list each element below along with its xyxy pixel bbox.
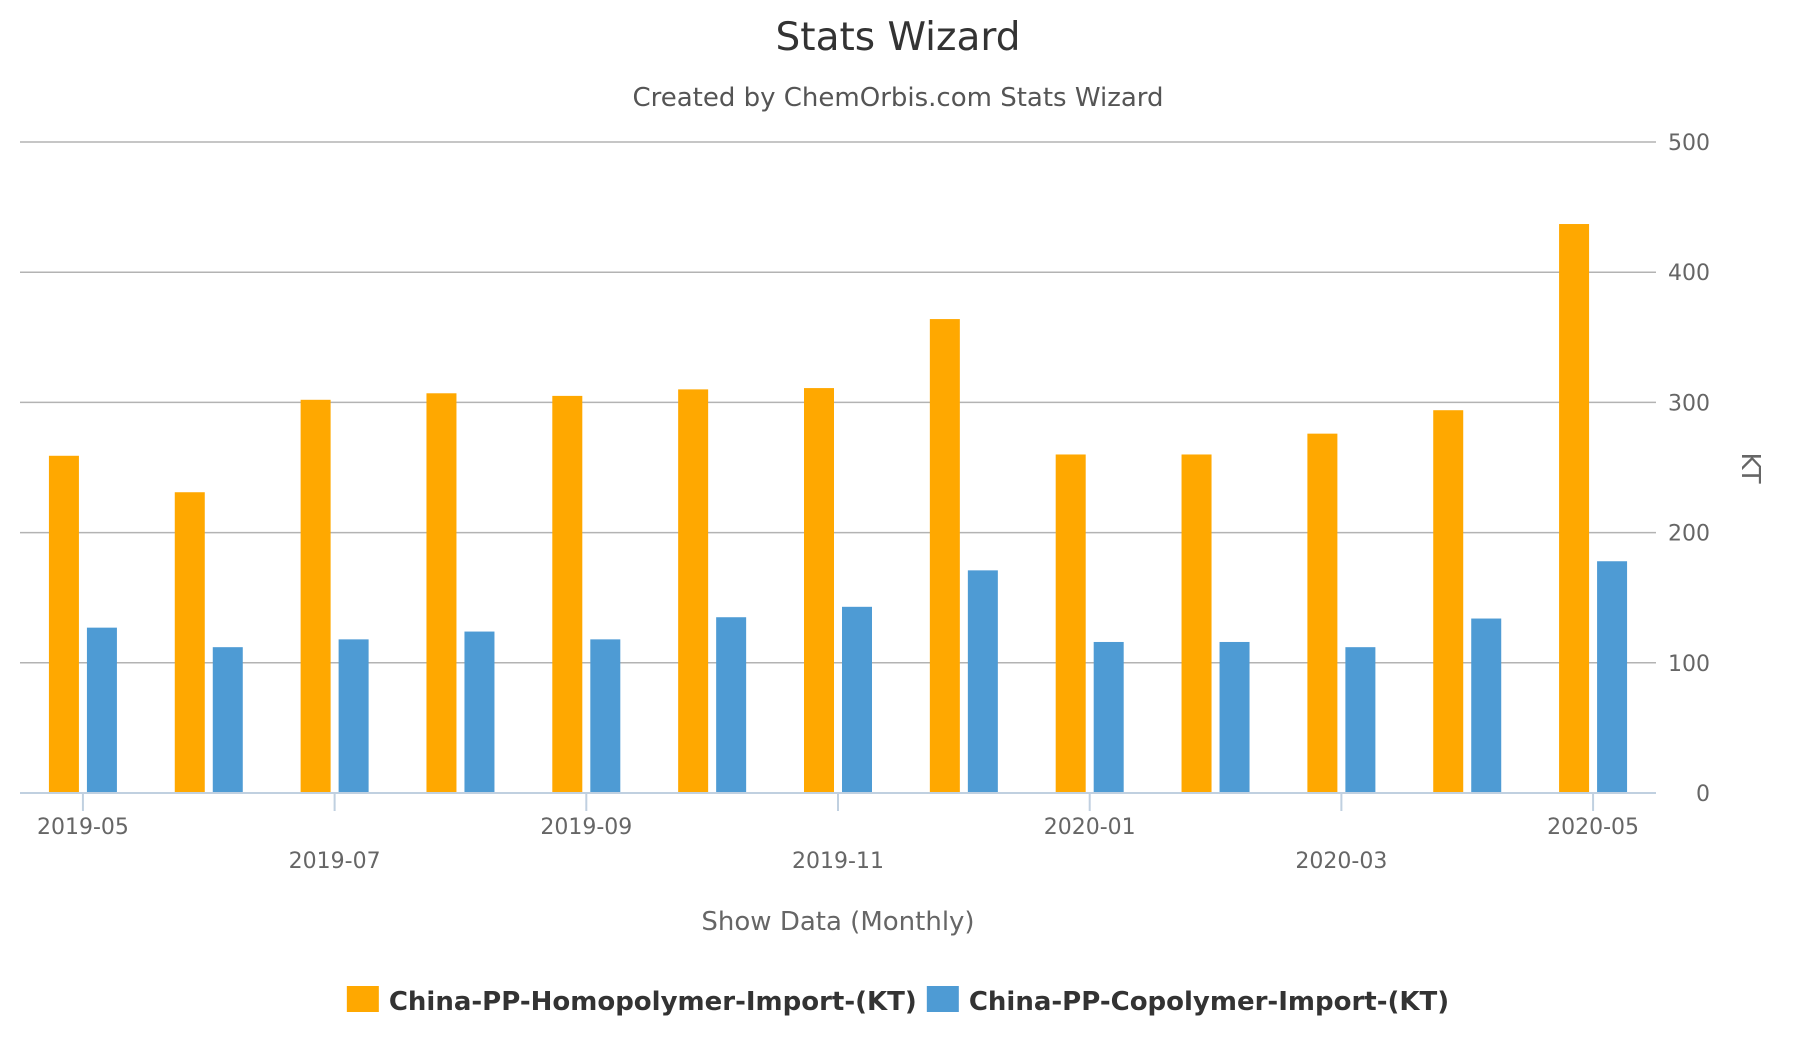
bar-series-2	[338, 639, 369, 793]
x-tick-label: 2019-11	[792, 849, 884, 874]
y-axis-title: KT	[1735, 453, 1765, 484]
bar-series-1	[426, 393, 457, 793]
bar-series-1	[678, 389, 709, 793]
bar-series-2	[86, 627, 117, 793]
bar-series-2	[1471, 618, 1502, 793]
bar-series-1	[552, 395, 583, 793]
y-tick-label: 100	[1668, 652, 1710, 677]
x-tick-label: 2019-09	[540, 815, 632, 840]
bar-series-2	[1093, 641, 1124, 793]
legend-label: China-PP-Homopolymer-Import-(KT)	[389, 987, 917, 1017]
y-tick-label: 300	[1668, 391, 1710, 416]
bar-series-2	[1345, 647, 1376, 793]
bar-series-1	[174, 492, 205, 793]
bar-series-1	[1181, 454, 1212, 793]
bar-series-2	[212, 647, 243, 793]
legend-swatch	[926, 986, 959, 1012]
chart-title: Stats Wizard	[776, 15, 1021, 60]
legend-item[interactable]: China-PP-Copolymer-Import-(KT)	[926, 986, 1449, 1017]
bar-series-1	[1307, 433, 1338, 793]
y-tick-label: 200	[1668, 522, 1710, 547]
y-tick-label: 500	[1668, 131, 1710, 156]
bar-series-2	[1597, 561, 1628, 793]
bar-series-1	[1433, 410, 1464, 793]
bar-series-1	[300, 399, 331, 793]
bar-series-2	[1219, 641, 1250, 793]
gridlines	[20, 141, 1656, 664]
x-tick-label: 2019-07	[289, 849, 381, 874]
x-tick-label: 2019-05	[37, 815, 129, 840]
bar-series-2	[590, 639, 621, 793]
bar-series-2	[464, 631, 495, 793]
x-tick-label: 2020-03	[1295, 849, 1387, 874]
legend-item[interactable]: China-PP-Homopolymer-Import-(KT)	[346, 986, 917, 1017]
y-tick-label: 400	[1668, 261, 1710, 286]
bar-series-1	[1559, 224, 1590, 793]
legend: China-PP-Homopolymer-Import-(KT) China-PP…	[346, 986, 1449, 1017]
axes: 0 100 200 300 400 500 2019-05 2019-07 2019-09 201…	[20, 131, 1710, 874]
x-tick-label: 2020-01	[1044, 815, 1136, 840]
bar-series-2	[842, 606, 872, 793]
bar-series-2	[716, 617, 747, 793]
y-tick-label: 0	[1696, 782, 1710, 807]
bar-series-2	[967, 570, 998, 793]
x-tick-label: 2020-05	[1547, 815, 1639, 840]
legend-label: China-PP-Copolymer-Import-(KT)	[969, 987, 1449, 1017]
legend-swatch	[346, 986, 379, 1012]
x-axis-title: Show Data (Monthly)	[701, 907, 974, 937]
bar-series-1	[48, 455, 79, 793]
chart-subtitle: Created by ChemOrbis.com Stats Wizard	[632, 83, 1163, 113]
bar-series-1	[929, 319, 960, 793]
bar-series-1	[804, 388, 834, 793]
bars	[48, 224, 1628, 793]
bar-series-1	[1055, 454, 1086, 793]
